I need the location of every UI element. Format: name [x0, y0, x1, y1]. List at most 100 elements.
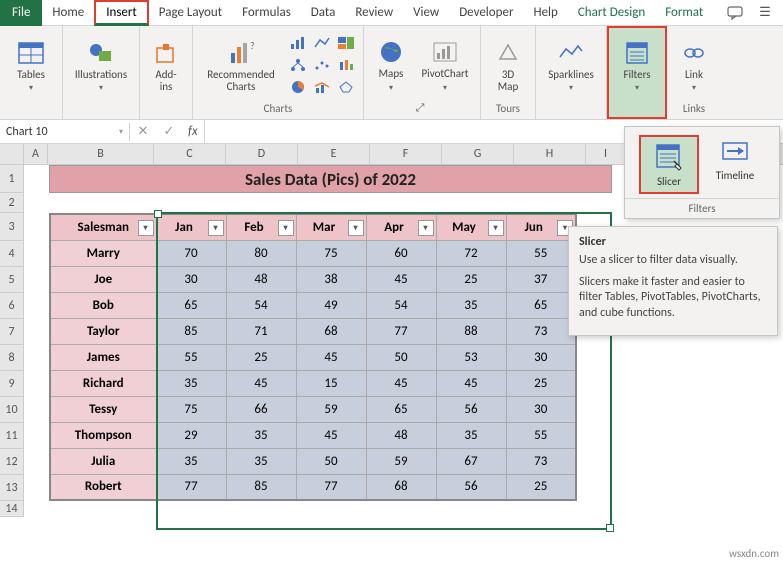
col-G[interactable]: G [442, 144, 514, 164]
value-cell[interactable]: 29 [156, 422, 226, 448]
value-cell[interactable]: 45 [436, 370, 506, 396]
header-may[interactable]: May▾ [436, 214, 506, 240]
value-cell[interactable]: 77 [296, 474, 366, 500]
row-2[interactable]: 2 [0, 193, 24, 213]
row-12[interactable]: 12 [0, 449, 24, 475]
tab-formulas[interactable]: Formulas [232, 0, 301, 26]
row-9[interactable]: 9 [0, 371, 24, 397]
value-cell[interactable]: 77 [156, 474, 226, 500]
tables-button[interactable]: Tables ▾ [6, 37, 56, 95]
value-cell[interactable]: 66 [226, 396, 296, 422]
value-cell[interactable]: 55 [506, 240, 576, 266]
hierarchy-icon[interactable] [287, 56, 309, 74]
value-cell[interactable]: 67 [436, 448, 506, 474]
combo-icon[interactable] [311, 78, 333, 96]
3dmap-button[interactable]: 3D Map [487, 37, 529, 95]
value-cell[interactable]: 38 [296, 266, 366, 292]
line-chart-icon[interactable] [311, 34, 333, 52]
cancel-formula-icon[interactable]: ✕ [130, 124, 156, 139]
row-11[interactable]: 11 [0, 423, 24, 449]
filter-dropdown-icon[interactable]: ▾ [138, 220, 154, 236]
value-cell[interactable]: 77 [366, 318, 436, 344]
value-cell[interactable]: 70 [156, 240, 226, 266]
row-6[interactable]: 6 [0, 293, 24, 319]
tab-view[interactable]: View [403, 0, 449, 26]
maps-button[interactable]: Maps ▾ [370, 36, 412, 94]
value-cell[interactable]: 45 [366, 370, 436, 396]
col-F[interactable]: F [370, 144, 442, 164]
value-cell[interactable]: 60 [366, 240, 436, 266]
tab-help[interactable]: Help [523, 0, 567, 26]
value-cell[interactable]: 49 [296, 292, 366, 318]
treemap-icon[interactable] [335, 34, 357, 52]
col-C[interactable]: C [154, 144, 226, 164]
name-cell[interactable]: Bob [50, 292, 156, 318]
title-cell[interactable]: Sales Data (Pics) of 2022 [49, 165, 612, 193]
value-cell[interactable]: 80 [226, 240, 296, 266]
value-cell[interactable]: 65 [366, 396, 436, 422]
link-button[interactable]: Link ▾ [673, 37, 715, 95]
header-salesman[interactable]: Salesman▾ [50, 214, 156, 240]
tab-insert[interactable]: Insert [94, 0, 149, 26]
col-H[interactable]: H [514, 144, 586, 164]
header-jan[interactable]: Jan▾ [156, 214, 226, 240]
value-cell[interactable]: 45 [366, 266, 436, 292]
name-cell[interactable]: Julia [50, 448, 156, 474]
value-cell[interactable]: 25 [226, 344, 296, 370]
value-cell[interactable]: 55 [506, 422, 576, 448]
name-cell[interactable]: Marry [50, 240, 156, 266]
value-cell[interactable]: 75 [156, 396, 226, 422]
value-cell[interactable]: 68 [296, 318, 366, 344]
value-cell[interactable]: 45 [296, 344, 366, 370]
filter-dropdown-icon[interactable]: ▾ [348, 220, 364, 236]
name-cell[interactable]: Taylor [50, 318, 156, 344]
pie-icon[interactable] [287, 78, 309, 96]
fx-icon[interactable]: fx [182, 124, 204, 139]
col-B[interactable]: B [48, 144, 154, 164]
col-I[interactable]: I [586, 144, 626, 164]
value-cell[interactable]: 56 [436, 474, 506, 500]
tab-review[interactable]: Review [345, 0, 403, 26]
header-mar[interactable]: Mar▾ [296, 214, 366, 240]
col-E[interactable]: E [298, 144, 370, 164]
filter-dropdown-icon[interactable]: ▾ [418, 220, 434, 236]
addins-button[interactable]: Add- ins [146, 37, 186, 95]
value-cell[interactable]: 54 [366, 292, 436, 318]
sparklines-button[interactable]: Sparklines ▾ [542, 37, 600, 95]
comments-icon[interactable] [723, 2, 747, 24]
row-10[interactable]: 10 [0, 397, 24, 423]
tab-chart-design[interactable]: Chart Design [568, 0, 655, 26]
value-cell[interactable]: 65 [156, 292, 226, 318]
value-cell[interactable]: 25 [436, 266, 506, 292]
row-1[interactable]: 1 [0, 165, 24, 193]
value-cell[interactable]: 55 [156, 344, 226, 370]
filter-dropdown-icon[interactable]: ▾ [278, 220, 294, 236]
value-cell[interactable]: 73 [506, 318, 576, 344]
bar-chart-icon[interactable] [287, 34, 309, 52]
value-cell[interactable]: 56 [436, 396, 506, 422]
col-D[interactable]: D [226, 144, 298, 164]
value-cell[interactable]: 59 [366, 448, 436, 474]
value-cell[interactable]: 73 [506, 448, 576, 474]
row-3[interactable]: 3 [0, 213, 24, 241]
filter-dropdown-icon[interactable]: ▾ [488, 220, 504, 236]
value-cell[interactable]: 85 [156, 318, 226, 344]
value-cell[interactable]: 35 [436, 292, 506, 318]
row-7[interactable]: 7 [0, 319, 24, 345]
value-cell[interactable]: 53 [436, 344, 506, 370]
header-apr[interactable]: Apr▾ [366, 214, 436, 240]
timeline-button[interactable]: Timeline [705, 135, 765, 194]
value-cell[interactable]: 54 [226, 292, 296, 318]
filters-button[interactable]: Filters ▾ [615, 37, 659, 95]
row-5[interactable]: 5 [0, 267, 24, 293]
value-cell[interactable]: 25 [506, 370, 576, 396]
value-cell[interactable]: 35 [156, 448, 226, 474]
value-cell[interactable]: 75 [296, 240, 366, 266]
radar-icon[interactable] [335, 78, 357, 96]
value-cell[interactable]: 68 [366, 474, 436, 500]
enter-formula-icon[interactable]: ✓ [156, 124, 182, 139]
value-cell[interactable]: 30 [506, 344, 576, 370]
tab-data[interactable]: Data [301, 0, 346, 26]
value-cell[interactable]: 72 [436, 240, 506, 266]
recommended-charts-button[interactable]: ? Recommended Charts [199, 37, 283, 95]
